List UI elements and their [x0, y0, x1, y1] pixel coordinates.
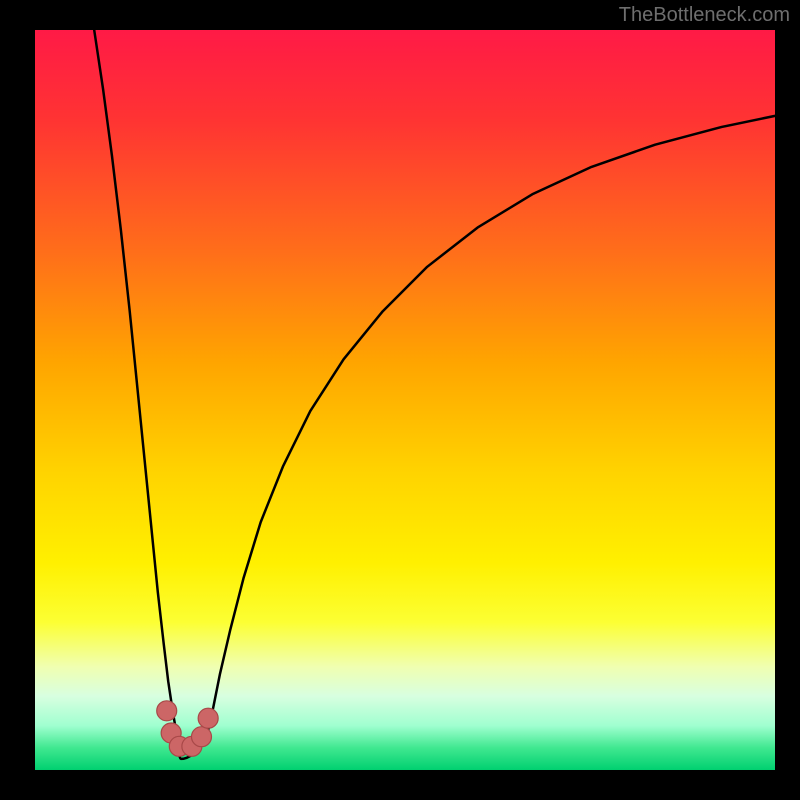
- watermark-text: TheBottleneck.com: [619, 4, 790, 27]
- marker-dot: [198, 708, 218, 728]
- marker-dot: [157, 701, 177, 721]
- marker-dot: [192, 727, 212, 747]
- plot-background: [35, 30, 775, 770]
- bottleneck-chart: [0, 0, 800, 800]
- chart-frame: { "watermark": { "text": "TheBottleneck.…: [0, 0, 800, 800]
